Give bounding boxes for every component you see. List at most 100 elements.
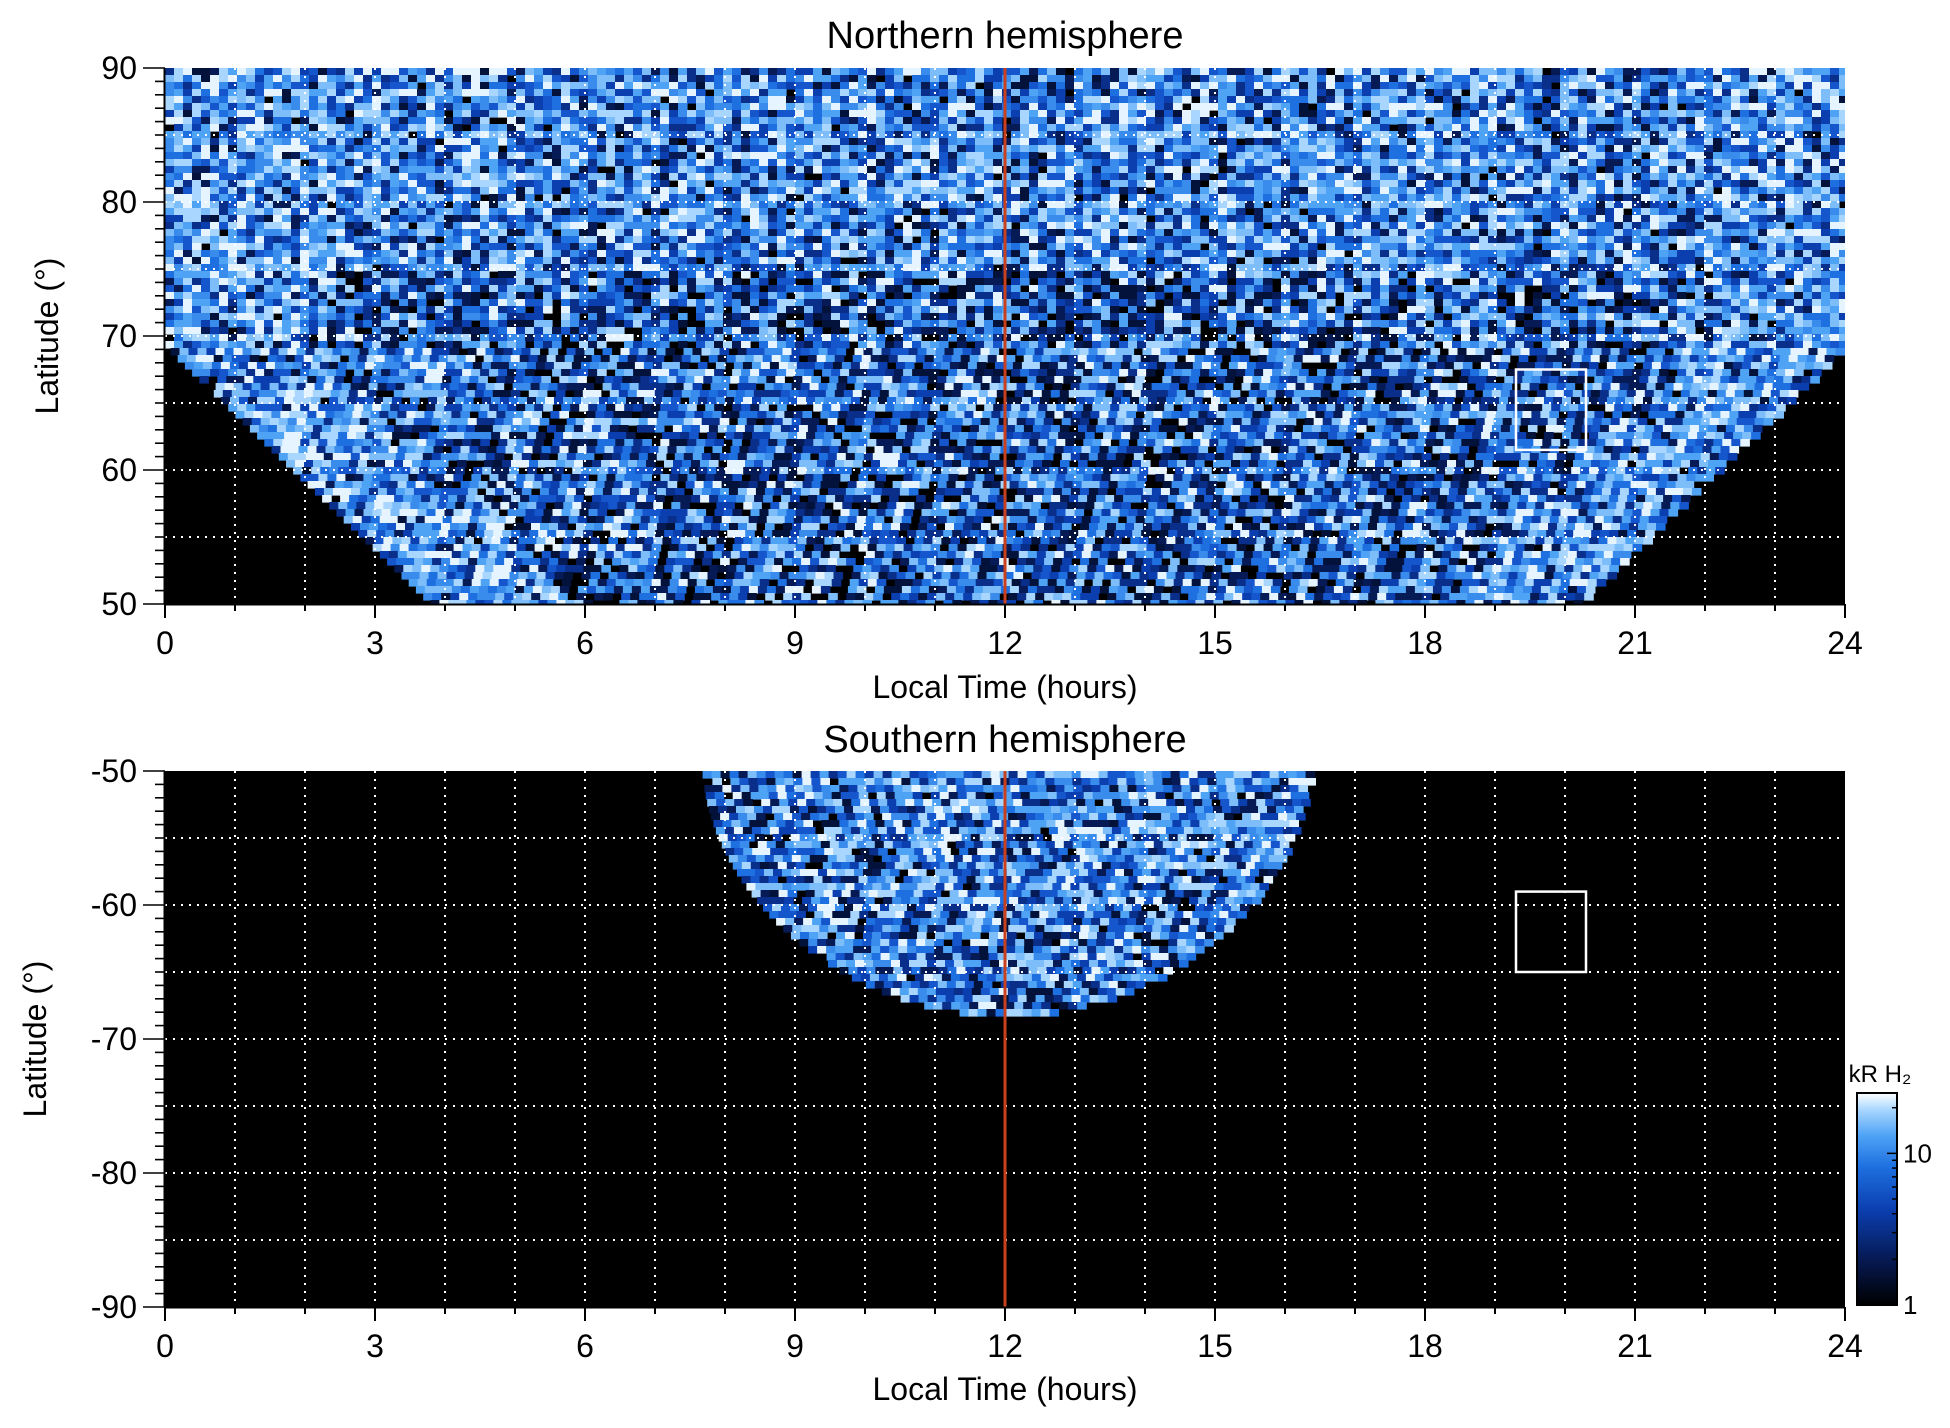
emission-cell: [660, 243, 670, 251]
emission-cell: [1641, 166, 1651, 174]
emission-cell: [750, 187, 760, 195]
emission-cell: [399, 215, 409, 223]
emission-cell: [1713, 222, 1723, 230]
emission-cell: [1065, 187, 1075, 195]
emission-cell: [1713, 208, 1723, 216]
emission-cell: [957, 229, 967, 237]
emission-cell: [669, 236, 679, 244]
emission-cell: [1704, 180, 1714, 188]
emission-cell: [579, 82, 589, 90]
emission-cell: [1209, 82, 1219, 90]
emission-cell: [1218, 222, 1228, 230]
emission-cell: [273, 138, 283, 146]
emission-cell: [1101, 82, 1111, 90]
emission-cell: [570, 222, 580, 230]
emission-cell: [1029, 110, 1039, 118]
emission-cell: [1074, 152, 1084, 160]
emission-cell: [759, 236, 769, 244]
emission-cell: [1596, 82, 1606, 90]
emission-cell: [1038, 236, 1048, 244]
emission-cell: [498, 166, 508, 174]
emission-cell: [1443, 187, 1453, 195]
emission-cell: [570, 75, 580, 83]
emission-cell: [1317, 166, 1327, 174]
emission-cell: [1038, 243, 1048, 251]
emission-cell: [1398, 110, 1408, 118]
emission-cell: [732, 152, 742, 160]
emission-cell: [534, 187, 544, 195]
emission-cell: [768, 201, 778, 209]
emission-cell: [624, 222, 634, 230]
emission-cell: [741, 229, 751, 237]
emission-cell: [489, 124, 499, 132]
emission-cell: [1092, 124, 1102, 132]
emission-cell: [939, 250, 949, 258]
emission-cell: [1839, 103, 1845, 111]
emission-cell: [687, 110, 697, 118]
emission-cell: [759, 68, 769, 76]
emission-cell: [894, 243, 904, 251]
emission-cell: [1452, 68, 1462, 76]
emission-cell: [1065, 243, 1075, 251]
emission-cell: [453, 243, 463, 251]
emission-cell: [1686, 243, 1696, 251]
emission-cell: [1434, 103, 1444, 111]
emission-cell: [390, 117, 400, 125]
emission-cell: [1020, 229, 1030, 237]
emission-cell: [354, 68, 364, 76]
emission-cell: [1686, 138, 1696, 146]
emission-cell: [768, 215, 778, 223]
emission-cell: [264, 201, 274, 209]
emission-cell: [1101, 138, 1111, 146]
emission-cell: [255, 117, 265, 125]
emission-cell: [723, 257, 733, 265]
emission-cell: [381, 208, 391, 216]
emission-cell: [1299, 131, 1309, 139]
emission-cell: [1128, 229, 1138, 237]
emission-cell: [660, 222, 670, 230]
emission-cell: [912, 75, 922, 83]
emission-cell: [1623, 138, 1633, 146]
emission-cell: [1821, 173, 1831, 181]
emission-cell: [1695, 208, 1705, 216]
emission-cell: [1425, 138, 1435, 146]
emission-cell: [1119, 82, 1129, 90]
emission-cell: [1065, 117, 1075, 125]
emission-cell: [1587, 215, 1597, 223]
emission-cell: [1425, 229, 1435, 237]
emission-cell: [453, 257, 463, 265]
emission-cell: [1776, 96, 1786, 104]
emission-cell: [300, 75, 310, 83]
emission-cell: [1623, 187, 1633, 195]
emission-cell: [795, 208, 805, 216]
emission-cell: [903, 89, 913, 97]
emission-cell: [516, 250, 526, 258]
emission-cell: [1479, 89, 1489, 97]
emission-cell: [804, 222, 814, 230]
emission-cell: [1191, 166, 1201, 174]
emission-cell: [1389, 75, 1399, 83]
emission-cell: [309, 124, 319, 132]
emission-cell: [1407, 138, 1417, 146]
emission-cell: [849, 159, 859, 167]
emission-cell: [912, 124, 922, 132]
emission-cell: [642, 215, 652, 223]
emission-cell: [1767, 236, 1777, 244]
emission-cell: [1434, 110, 1444, 118]
emission-cell: [1020, 180, 1030, 188]
emission-cell: [1443, 124, 1453, 132]
emission-cell: [1173, 222, 1183, 230]
emission-cell: [597, 131, 607, 139]
emission-cell: [453, 75, 463, 83]
emission-cell: [255, 208, 265, 216]
emission-cell: [210, 250, 220, 258]
emission-cell: [1092, 152, 1102, 160]
emission-cell: [1605, 152, 1615, 160]
emission-cell: [1164, 180, 1174, 188]
emission-cell: [642, 194, 652, 202]
emission-cell: [1479, 124, 1489, 132]
emission-cell: [732, 110, 742, 118]
emission-cell: [1812, 201, 1822, 209]
emission-cell: [1272, 159, 1282, 167]
emission-cell: [633, 173, 643, 181]
